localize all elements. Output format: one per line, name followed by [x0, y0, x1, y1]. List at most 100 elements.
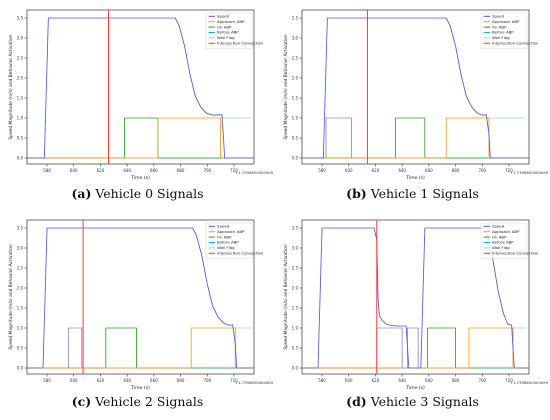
legend-box-d — [480, 222, 528, 259]
legend-label-b-4: Wall Flag — [492, 35, 510, 40]
y-tick-label-c-7: 3.5 — [17, 225, 24, 230]
x-tick-label-a-1: 600 — [70, 168, 78, 173]
series-extra-activation-line-d — [376, 327, 419, 369]
legend-label-d-3: Before ABP — [492, 240, 514, 245]
series-approach-abp-line-b — [302, 117, 529, 159]
x-tick-label-c-3: 640 — [123, 378, 131, 383]
y-tick-label-c-4: 2.0 — [17, 285, 24, 290]
y-tick-label-d-7: 3.5 — [292, 225, 299, 230]
x-tick-label-d-0: 580 — [318, 378, 326, 383]
x-offset-label-b: +1.73968500000e9 — [510, 170, 549, 175]
y-axis-label-a: Speed Magnitude (m/s) and Behavior Activ… — [8, 34, 14, 139]
caption-c-letter: (c) — [71, 394, 92, 409]
x-tick-label-d-2: 620 — [372, 378, 380, 383]
chart-b: 580 600 620 640 660 680 700 720 0.0 0.5 1.0 1.5 2.0 2… — [283, 9, 549, 181]
y-tick-label-b-2: 1.0 — [292, 115, 299, 120]
legend-label-a-1: Approach ABP — [217, 19, 245, 24]
y-tick-label-a-5: 2.5 — [17, 55, 24, 60]
y-tick-label-d-3: 1.5 — [292, 305, 299, 310]
caption-b-letter: (b) — [346, 186, 367, 201]
plot-frame-d — [301, 219, 530, 375]
x-tick-label-c-7: 720 — [230, 378, 238, 383]
x-tick-label-b-1: 600 — [345, 168, 353, 173]
x-tick-label-b-7: 720 — [505, 168, 513, 173]
x-tick-label-a-6: 700 — [203, 168, 211, 173]
series-speed-line-a — [27, 17, 254, 159]
legend-label-b-0: Speed — [492, 14, 505, 19]
y-tick-label-d-5: 2.5 — [292, 265, 299, 270]
legend-label-d-0: Speed — [492, 224, 505, 229]
plot-frame-a — [26, 9, 255, 165]
plot-frame-c — [26, 219, 255, 375]
x-tick-label-c-0: 580 — [43, 378, 51, 383]
x-tick-label-c-6: 700 — [203, 378, 211, 383]
y-tick-label-a-6: 3.0 — [17, 35, 24, 40]
legend-label-c-1: Approach ABP — [217, 229, 245, 234]
series-on-abp-line-a — [27, 117, 254, 159]
x-tick-label-a-0: 580 — [43, 168, 51, 173]
series-extra-activation-line-b — [325, 117, 352, 158]
legend-label-d-2: On ABP — [492, 234, 507, 239]
series-approach-abp-line-a — [27, 117, 254, 159]
x-tick-label-c-2: 620 — [97, 378, 105, 383]
series-wall-flag-line-a — [27, 117, 252, 159]
legend-label-d-1: Approach ABP — [492, 229, 520, 234]
y-tick-label-a-0: 0.0 — [17, 155, 24, 160]
legend-label-a-2: On ABP — [217, 24, 232, 29]
series-wall-flag-line-b — [302, 117, 525, 159]
x-tick-label-b-0: 580 — [318, 168, 326, 173]
x-offset-label-a: +1.73968500000e9 — [235, 170, 274, 175]
legend-box-c — [205, 222, 253, 259]
chart-a: 580 600 620 640 660 680 700 720 0.0 0.5 1.0 1.5 2.0 2… — [8, 9, 274, 181]
x-tick-label-b-2: 620 — [372, 168, 380, 173]
legend-label-d-4: Wall Flag — [492, 245, 510, 250]
x-axis-label-d: Time (s) — [405, 385, 425, 391]
series-approach-abp-line-d — [302, 327, 529, 369]
caption-b-text: Vehicle 1 Signals — [370, 186, 479, 201]
x-tick-label-c-4: 660 — [150, 378, 158, 383]
caption-d-text: Vehicle 3 Signals — [370, 394, 479, 409]
series-approach-abp-line-c — [27, 327, 254, 369]
series-speed-line-c — [27, 227, 254, 369]
chart-d: 580 600 620 640 660 680 700 720 0.0 0.5 1.0 1.5 2.0 2… — [283, 219, 549, 391]
legend-label-c-3: Before ABP — [217, 240, 239, 245]
legend-label-c-0: Speed — [217, 224, 230, 229]
y-axis-label-c: Speed Magnitude (m/s) and Behavior Activ… — [8, 244, 14, 349]
y-tick-label-b-5: 2.5 — [292, 55, 299, 60]
panel-a: 580 600 620 640 660 680 700 720 0.0 0.5 1.0 1.5 2.0 2… — [0, 0, 275, 210]
y-axis-label-b: Speed Magnitude (m/s) and Behavior Activ… — [283, 34, 289, 139]
legend-label-c-2: On ABP — [217, 234, 232, 239]
legend-label-c-5: Intersection Connection — [217, 251, 264, 256]
x-axis-label-c: Time (s) — [130, 385, 150, 391]
caption-d-letter: (d) — [346, 394, 367, 409]
caption-a: (a) Vehicle 0 Signals — [0, 186, 275, 201]
plot-frame-b — [301, 9, 530, 165]
y-tick-label-c-3: 1.5 — [17, 305, 24, 310]
legend-label-b-5: Intersection Connection — [492, 41, 539, 46]
series-extra-activation-line-c — [67, 327, 83, 368]
legend-label-b-3: Before ABP — [492, 30, 514, 35]
y-tick-label-d-6: 3.0 — [292, 245, 299, 250]
legend-label-b-2: On ABP — [492, 24, 507, 29]
x-tick-label-b-3: 640 — [398, 168, 406, 173]
caption-b: (b) Vehicle 1 Signals — [275, 186, 550, 201]
y-axis-label-d: Speed Magnitude (m/s) and Behavior Activ… — [283, 244, 289, 349]
x-tick-label-d-6: 700 — [478, 378, 486, 383]
x-axis-label-b: Time (s) — [405, 175, 425, 181]
y-tick-label-b-3: 1.5 — [292, 95, 299, 100]
series-speed-line-b — [302, 17, 529, 159]
x-offset-label-d: +1.73968500000e9 — [510, 380, 549, 385]
caption-c-text: Vehicle 2 Signals — [95, 394, 204, 409]
x-tick-label-b-4: 660 — [425, 168, 433, 173]
y-tick-label-b-7: 3.5 — [292, 15, 299, 20]
x-tick-label-d-5: 680 — [452, 378, 460, 383]
caption-d: (d) Vehicle 3 Signals — [275, 394, 550, 409]
legend-label-a-0: Speed — [217, 14, 230, 19]
y-tick-label-a-7: 3.5 — [17, 15, 24, 20]
x-tick-label-a-2: 620 — [97, 168, 105, 173]
series-wall-flag-line-d — [302, 327, 527, 369]
y-tick-label-a-1: 0.5 — [17, 135, 24, 140]
y-tick-label-a-2: 1.0 — [17, 115, 24, 120]
x-tick-label-c-5: 680 — [177, 378, 185, 383]
x-tick-label-b-6: 700 — [478, 168, 486, 173]
